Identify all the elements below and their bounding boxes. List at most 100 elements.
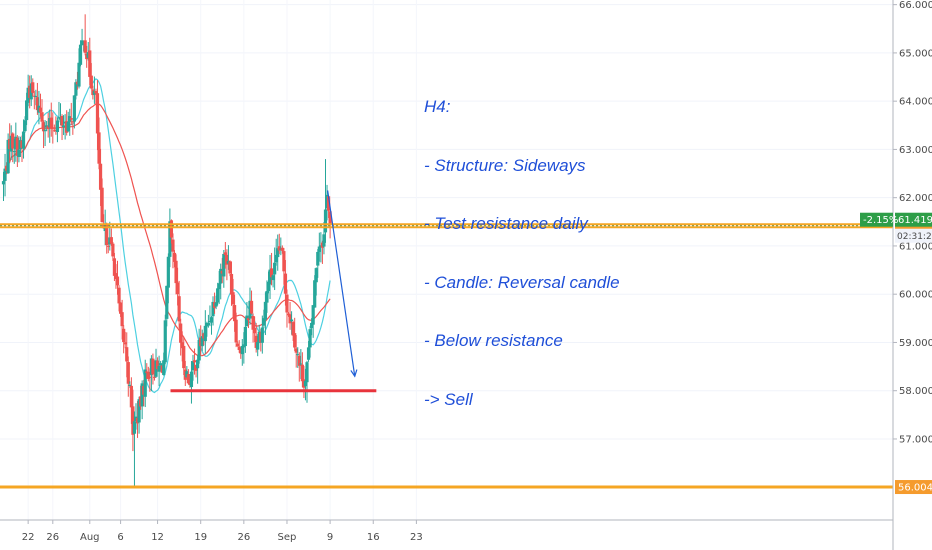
candle	[299, 363, 303, 365]
y-tick-label: 58.000	[899, 386, 932, 397]
candle	[232, 305, 237, 322]
candle	[326, 196, 331, 211]
candle	[243, 326, 247, 347]
candle	[35, 97, 39, 111]
candle	[179, 323, 183, 343]
candle	[180, 342, 184, 349]
candle	[285, 294, 289, 313]
candle	[306, 347, 311, 360]
candle	[131, 406, 135, 435]
candle	[262, 318, 266, 326]
candle	[34, 95, 38, 97]
x-tick-label: 6	[117, 532, 123, 543]
candle	[140, 383, 144, 407]
candle	[186, 374, 190, 384]
candle	[168, 221, 172, 257]
candle	[191, 361, 195, 371]
price-badges: 61.46061.419-2.15%02:31:2556.004	[860, 212, 932, 495]
candle	[177, 296, 181, 322]
annotation-line: - Structure: Sideways	[424, 155, 586, 175]
candle	[41, 122, 46, 132]
candle	[12, 151, 16, 153]
candle	[25, 100, 29, 121]
candle	[323, 209, 328, 233]
candle	[197, 339, 201, 361]
candle	[61, 125, 66, 128]
candle	[88, 50, 92, 77]
candles	[1, 14, 332, 488]
candle	[80, 40, 84, 46]
candle	[288, 314, 292, 324]
candle	[51, 127, 55, 129]
annotation-line: -> Sell	[424, 389, 473, 409]
candle	[100, 187, 104, 223]
candle	[228, 261, 232, 274]
y-tick-label: 66.000	[899, 0, 932, 11]
candle	[216, 288, 220, 303]
candle	[211, 301, 215, 317]
candle	[83, 40, 87, 53]
change-pct-badge-bg	[860, 212, 893, 227]
candle	[236, 343, 240, 347]
candle	[129, 385, 133, 408]
candle	[277, 246, 281, 251]
candle	[40, 112, 44, 122]
candle	[172, 252, 177, 262]
candle	[148, 376, 152, 378]
candle	[273, 262, 277, 275]
candle	[94, 90, 98, 94]
candle	[246, 318, 251, 321]
countdown-bg	[895, 228, 932, 243]
candle	[206, 323, 211, 326]
candle	[223, 252, 227, 255]
candle	[297, 355, 301, 366]
candle	[237, 346, 241, 350]
candle	[69, 118, 73, 120]
candle	[3, 168, 7, 181]
candle	[43, 130, 47, 132]
candle	[60, 116, 64, 126]
candle	[15, 137, 19, 156]
x-tick-label: 26	[46, 532, 59, 543]
candle	[293, 333, 297, 348]
candle	[152, 376, 157, 378]
candle	[256, 342, 260, 350]
candle	[166, 256, 170, 288]
candle	[316, 251, 320, 266]
annotation-line: H4:	[424, 97, 451, 116]
candle	[159, 363, 163, 366]
candle	[169, 220, 174, 238]
candle	[260, 327, 264, 343]
candle	[137, 399, 141, 423]
candle	[214, 302, 218, 307]
candle	[78, 44, 83, 65]
last-price-badge: 61.419	[898, 215, 932, 226]
candle	[313, 280, 317, 308]
candle	[174, 260, 178, 284]
candle	[38, 107, 43, 112]
candle	[55, 120, 60, 133]
candle	[72, 95, 76, 122]
x-tick-label: 12	[151, 532, 164, 543]
candle	[49, 117, 53, 129]
annotation-line: - Below resistance	[424, 331, 563, 350]
candle	[95, 93, 100, 134]
candle	[222, 253, 226, 277]
candle	[163, 320, 167, 363]
x-tick-label: 22	[22, 532, 35, 543]
y-tick-label: 64.000	[899, 97, 932, 108]
candle	[314, 268, 318, 283]
candle	[111, 243, 115, 257]
candle	[291, 322, 295, 336]
candle	[31, 82, 35, 93]
change-pct-badge: -2.15%	[863, 215, 898, 226]
sell-arrow	[327, 190, 356, 377]
candle	[229, 273, 234, 295]
candle	[296, 354, 300, 356]
annotation-line: - Candle: Reversal candle	[424, 272, 620, 292]
candle	[171, 239, 175, 252]
candle	[192, 360, 197, 363]
y-tick-label: 63.000	[899, 145, 932, 156]
candle	[282, 251, 286, 272]
candle	[305, 362, 309, 383]
